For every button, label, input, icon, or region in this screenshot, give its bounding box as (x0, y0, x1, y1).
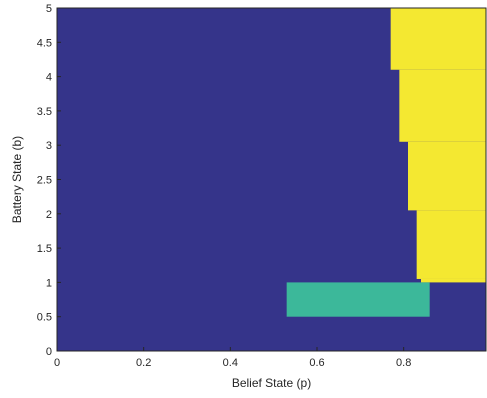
x-tick-label: 0.2 (136, 357, 151, 369)
y-tick-label: 4.5 (37, 37, 52, 49)
y-tick-label: 1 (46, 277, 52, 289)
y-tick-label: 5 (46, 3, 52, 15)
heatmap-region-6 (286, 282, 430, 317)
y-tick-label: 2.5 (37, 175, 52, 187)
heatmap-region-1 (390, 8, 486, 70)
x-tick-label: 0.4 (223, 357, 238, 369)
y-axis: 0 0.5 1 1.5 2 2.5 3 3.5 4 4.5 5 (37, 3, 61, 358)
heatmap-region-4 (416, 210, 486, 279)
x-axis-label: Belief State (p) (232, 376, 311, 390)
y-tick-label: 0.5 (37, 312, 52, 324)
x-tick-label: 0.8 (396, 357, 411, 369)
y-tick-label: 3 (46, 140, 52, 152)
x-tick-label: 0 (54, 357, 60, 369)
y-tick-label: 3.5 (37, 106, 52, 118)
y-tick-label: 1.5 (37, 243, 52, 255)
plot-regions (57, 8, 486, 351)
x-axis: 0 0.2 0.4 0.6 0.8 (54, 347, 411, 369)
heatmap-region-2 (399, 69, 486, 142)
y-tick-label: 0 (46, 346, 52, 358)
y-tick-label: 4 (46, 72, 52, 84)
y-axis-label: Battery State (b) (10, 136, 24, 223)
x-tick-label: 0.6 (309, 357, 324, 369)
heatmap-region-5 (421, 278, 486, 283)
heatmap-region-3 (408, 141, 486, 211)
y-tick-label: 2 (46, 209, 52, 221)
